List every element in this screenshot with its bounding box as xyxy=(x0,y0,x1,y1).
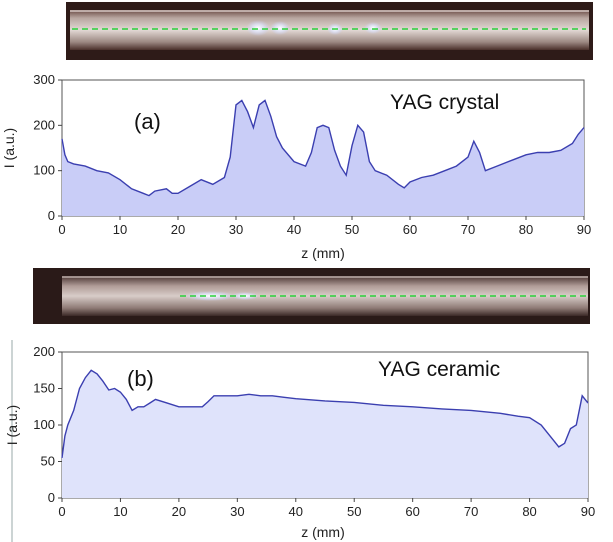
x-tick-label-a: 0 xyxy=(58,222,65,237)
x-tick-label-a: 40 xyxy=(287,222,301,237)
x-axis-label-b: z (mm) xyxy=(301,524,345,540)
series-line-b xyxy=(61,369,589,458)
y-tick-label-b: 0 xyxy=(48,490,55,505)
x-tick-label-b: 70 xyxy=(464,504,478,519)
panel-label-a: (a) xyxy=(134,109,161,134)
x-tick-label-a: 70 xyxy=(461,222,475,237)
y-axis-label-b: I (a.u.) xyxy=(4,405,20,445)
material-label-b: YAG ceramic xyxy=(378,358,500,381)
x-tick-label-b: 30 xyxy=(230,504,244,519)
chart-a: 0 10 20 30 40 50 60 70 80 90 0 100 200 300 (a) YAG c… xyxy=(1,72,591,261)
x-tick-label-b: 80 xyxy=(522,504,536,519)
y-tick-label-b: 100 xyxy=(33,417,55,432)
y-tick-label-a: 300 xyxy=(33,72,55,87)
x-tick-label-b: 60 xyxy=(405,504,419,519)
y-ticks-b: 0 50 100 150 200 xyxy=(33,344,62,505)
series-area-b xyxy=(62,370,588,498)
series-area-a xyxy=(62,100,584,216)
x-tick-label-b: 0 xyxy=(58,504,65,519)
x-tick-label-a: 30 xyxy=(229,222,243,237)
x-tick-label-b: 10 xyxy=(113,504,127,519)
x-axis-label-a: z (mm) xyxy=(301,245,345,261)
x-tick-label-a: 60 xyxy=(403,222,417,237)
panel-label-b: (b) xyxy=(127,366,154,391)
y-tick-label-b: 150 xyxy=(33,381,55,396)
y-tick-label-b: 200 xyxy=(33,344,55,359)
x-ticks-b: 0 10 20 30 40 50 60 70 80 90 xyxy=(58,498,595,519)
x-ticks-a: 0 10 20 30 40 50 60 70 80 90 xyxy=(58,216,591,237)
x-tick-label-b: 40 xyxy=(289,504,303,519)
y-tick-label-a: 200 xyxy=(33,117,55,132)
x-tick-label-b: 90 xyxy=(581,504,595,519)
x-tick-label-b: 20 xyxy=(172,504,186,519)
crystal-rod-photo xyxy=(66,2,593,60)
x-tick-label-a: 20 xyxy=(171,222,185,237)
y-ticks-a: 0 100 200 300 xyxy=(33,72,62,223)
y-tick-label-a: 100 xyxy=(33,163,55,178)
series-line-a xyxy=(61,99,585,197)
material-label-a: YAG crystal xyxy=(390,91,499,114)
x-tick-label-a: 80 xyxy=(519,222,533,237)
x-tick-label-a: 90 xyxy=(577,222,591,237)
ceramic-rod-photo xyxy=(33,268,590,324)
chart-b: 0 10 20 30 40 50 60 70 80 90 0 50 100 150 200 (b) YAG… xyxy=(4,340,595,542)
y-axis-label-a: I (a.u.) xyxy=(1,128,17,168)
x-tick-label-a: 50 xyxy=(345,222,359,237)
y-tick-label-b: 50 xyxy=(41,454,55,469)
x-tick-label-a: 10 xyxy=(113,222,127,237)
x-tick-label-b: 50 xyxy=(347,504,361,519)
y-tick-label-a: 0 xyxy=(48,208,55,223)
